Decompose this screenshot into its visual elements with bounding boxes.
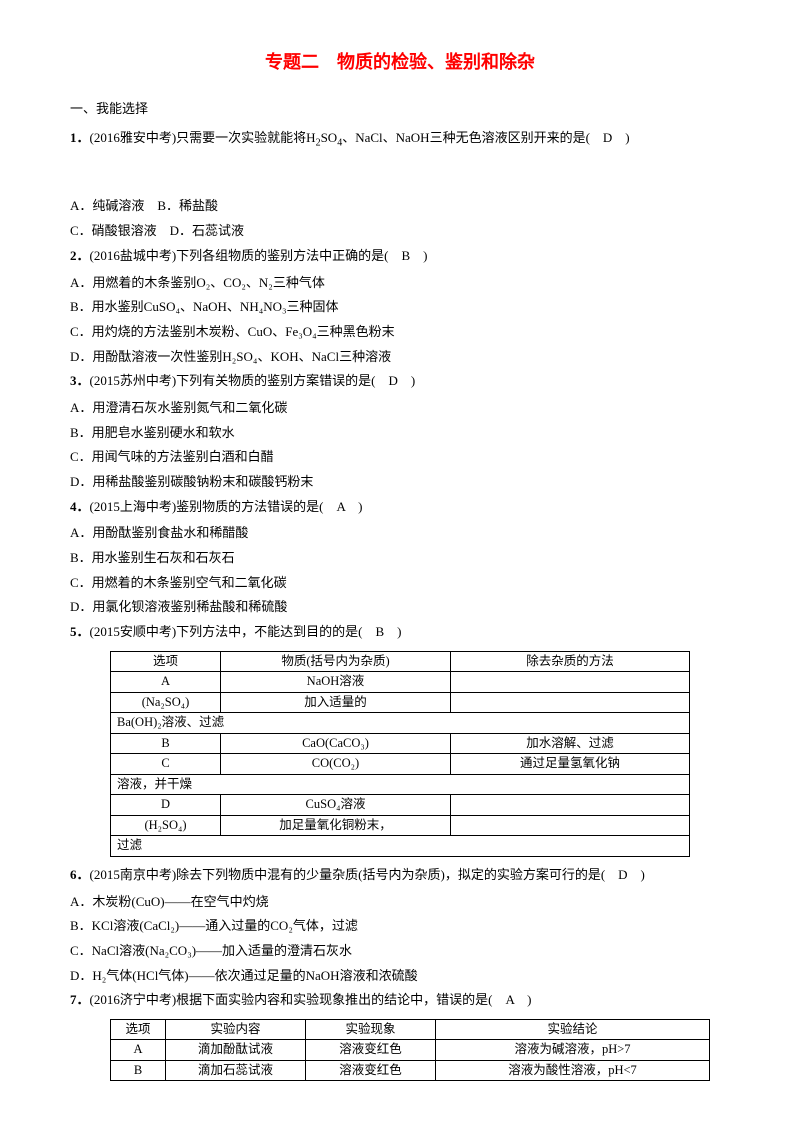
q4-c: C．用燃着的木条鉴别空气和二氧化碳 (70, 571, 730, 596)
t2-h4: 实验结论 (436, 1019, 710, 1040)
q6-c: C．NaCl溶液(Na₂CO₃)——加入适量的澄清石灰水 (70, 939, 730, 964)
t2-h1: 选项 (111, 1019, 166, 1040)
q2-d: D．用酚酞溶液一次性鉴别H₂SO₄、KOH、NaCl三种溶液 (70, 345, 730, 370)
t1-r5c1: C (111, 754, 221, 775)
q2-c: C．用灼烧的方法鉴别木炭粉、CuO、Fe₃O₄三种黑色粉末 (70, 320, 730, 345)
q6-a: A．木炭粉(CuO)——在空气中灼烧 (70, 890, 730, 915)
t1-r2c2: 加入适量的 (221, 692, 451, 713)
q1-opt-cd: C．硝酸银溶液 D．石蕊试液 (70, 219, 730, 244)
t1-r7c3 (451, 795, 690, 816)
t1-h3: 除去杂质的方法 (451, 651, 690, 672)
t1-r8c2: 加足量氧化铜粉末， (221, 815, 451, 836)
t2-h3: 实验现象 (306, 1019, 436, 1040)
q1-text-1: (2016雅安中考)只需要一次实验就能将H (90, 130, 316, 145)
t1-r1c3 (451, 672, 690, 693)
q3-d: D．用稀盐酸鉴别碳酸钠粉末和碳酸钙粉末 (70, 470, 730, 495)
question-6: 6．(2015南京中考)除去下列物质中混有的少量杂质(括号内为杂质)，拟定的实验… (70, 863, 730, 888)
t1-r5c3: 通过足量氢氧化钠 (451, 754, 690, 775)
section-heading: 一、我能选择 (70, 97, 730, 122)
table-1: 选项 物质(括号内为杂质) 除去杂质的方法 A NaOH溶液 (Na₂SO₄) … (110, 651, 690, 857)
q1-text-3: 、NaCl、NaOH三种无色溶液区别开来的是( D ) (342, 130, 629, 145)
t2-r2c3: 溶液变红色 (306, 1060, 436, 1081)
t2-r1c2: 滴加酚酞试液 (166, 1040, 306, 1061)
t1-r5c2: CO(CO₂) (221, 754, 451, 775)
question-4: 4．(2015上海中考)鉴别物质的方法错误的是( A ) (70, 495, 730, 520)
t1-r4c2: CaO(CaCO₃) (221, 733, 451, 754)
t1-r1c1: A (111, 672, 221, 693)
q2-a: A．用燃着的木条鉴别O₂、CO₂、N₂三种气体 (70, 271, 730, 296)
page-title: 专题二 物质的检验、鉴别和除杂 (70, 45, 730, 79)
t2-h2: 实验内容 (166, 1019, 306, 1040)
t2-r2c1: B (111, 1060, 166, 1081)
t2-r1c4: 溶液为碱溶液，pH>7 (436, 1040, 710, 1061)
q4-a: A．用酚酞鉴别食盐水和稀醋酸 (70, 521, 730, 546)
t1-r9: 过滤 (111, 836, 690, 857)
t2-r2c2: 滴加石蕊试液 (166, 1060, 306, 1081)
t1-r8c3 (451, 815, 690, 836)
t1-r4c1: B (111, 733, 221, 754)
question-2: 2．(2016盐城中考)下列各组物质的鉴别方法中正确的是( B ) (70, 244, 730, 269)
q6-b: B．KCl溶液(CaCl₂)——通入过量的CO₂气体，过滤 (70, 914, 730, 939)
t1-r7c1: D (111, 795, 221, 816)
t2-r1c1: A (111, 1040, 166, 1061)
q1-num: 1． (70, 130, 90, 145)
t1-r6: 溶液，并干燥 (111, 774, 690, 795)
t1-r1c2: NaOH溶液 (221, 672, 451, 693)
question-3: 3．(2015苏州中考)下列有关物质的鉴别方案错误的是( D ) (70, 369, 730, 394)
t1-r2c1: (Na₂SO₄) (111, 692, 221, 713)
q2-b: B．用水鉴别CuSO₄、NaOH、NH₄NO₃三种固体 (70, 295, 730, 320)
question-7: 7．(2016济宁中考)根据下面实验内容和实验现象推出的结论中，错误的是( A … (70, 988, 730, 1013)
t1-r2c3 (451, 692, 690, 713)
t1-r7c2: CuSO₄溶液 (221, 795, 451, 816)
t1-h2: 物质(括号内为杂质) (221, 651, 451, 672)
t1-r3: Ba(OH)₂溶液、过滤 (111, 713, 690, 734)
q6-d: D．H₂气体(HCl气体)——依次通过足量的NaOH溶液和浓硫酸 (70, 964, 730, 989)
t1-r8c1: (H₂SO₄) (111, 815, 221, 836)
table-2: 选项 实验内容 实验现象 实验结论 A 滴加酚酞试液 溶液变红色 溶液为碱溶液，… (110, 1019, 710, 1082)
question-5: 5．(2015安顺中考)下列方法中，不能达到目的的是( B ) (70, 620, 730, 645)
q4-d: D．用氯化钡溶液鉴别稀盐酸和稀硫酸 (70, 595, 730, 620)
t1-h1: 选项 (111, 651, 221, 672)
t2-r1c3: 溶液变红色 (306, 1040, 436, 1061)
q3-b: B．用肥皂水鉴别硬水和软水 (70, 421, 730, 446)
t2-r2c4: 溶液为酸性溶液，pH<7 (436, 1060, 710, 1081)
q3-a: A．用澄清石灰水鉴别氮气和二氧化碳 (70, 396, 730, 421)
t1-r4c3: 加水溶解、过滤 (451, 733, 690, 754)
q1-opt-ab: A．纯碱溶液 B．稀盐酸 (70, 194, 730, 219)
q1-text-2: SO (321, 130, 338, 145)
q4-b: B．用水鉴别生石灰和石灰石 (70, 546, 730, 571)
q3-c: C．用闻气味的方法鉴别白酒和白醋 (70, 445, 730, 470)
question-1: 1．(2016雅安中考)只需要一次实验就能将H2SO4、NaCl、NaOH三种无… (70, 126, 730, 153)
